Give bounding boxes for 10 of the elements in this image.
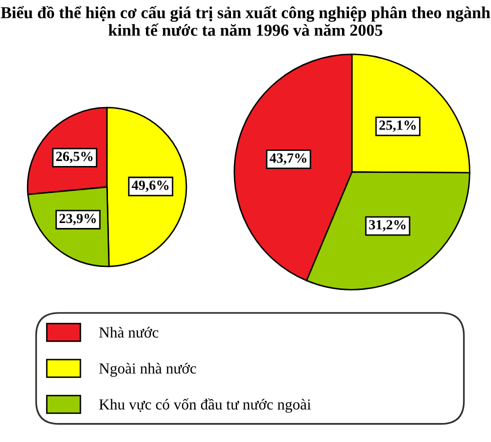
chart-title: Biểu đồ thể hiện cơ cấu giá trị sản xuất công nghiệp phân theo ngành kinh tế nước ta năm 1996 và năm 2005 — [0, 6, 490, 36]
data-label: 31,2% — [369, 220, 406, 232]
data-label: 25,1% — [379, 120, 416, 132]
data-label: 49,6% — [132, 180, 168, 192]
data-label: 43,7% — [270, 153, 306, 165]
legend-label: Nhà nước — [99, 326, 158, 338]
data-label: 23,9% — [60, 214, 96, 226]
data-label: 26,5% — [56, 152, 92, 164]
legend-label: Ngoài nhà nước — [99, 362, 196, 377]
legend-label: Khu vực có vốn đầu tư nước ngoài — [99, 398, 311, 413]
